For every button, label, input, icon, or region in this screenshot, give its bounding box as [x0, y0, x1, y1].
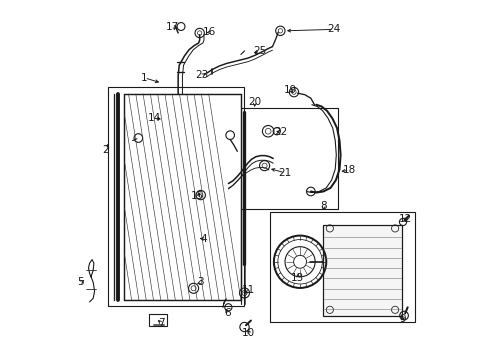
- Text: 20: 20: [247, 97, 261, 107]
- Text: 5: 5: [77, 277, 84, 287]
- Text: 7: 7: [158, 319, 164, 328]
- Text: 9: 9: [398, 314, 405, 324]
- Bar: [108, 87, 244, 306]
- Bar: [224, 108, 337, 209]
- Text: 22: 22: [274, 127, 287, 137]
- Text: 13: 13: [290, 273, 304, 283]
- Text: 23: 23: [195, 70, 208, 80]
- Text: 10: 10: [242, 328, 255, 338]
- Bar: [149, 314, 167, 326]
- Text: 19: 19: [283, 85, 296, 95]
- Bar: [124, 94, 241, 300]
- Text: 21: 21: [278, 168, 291, 178]
- Text: 16: 16: [203, 27, 216, 37]
- Text: 17: 17: [166, 22, 179, 32]
- Text: 6: 6: [224, 309, 230, 318]
- Text: 11: 11: [242, 285, 255, 296]
- Text: 15: 15: [191, 191, 204, 201]
- Text: 14: 14: [148, 113, 161, 123]
- Text: 24: 24: [326, 24, 339, 35]
- Bar: [269, 212, 414, 321]
- Text: 1: 1: [141, 73, 147, 83]
- Text: 2: 2: [102, 144, 109, 154]
- Text: 8: 8: [320, 201, 326, 211]
- Text: 4: 4: [200, 234, 206, 244]
- Text: 3: 3: [197, 277, 203, 287]
- Text: 18: 18: [342, 165, 355, 175]
- Text: 25: 25: [252, 46, 265, 56]
- Bar: [323, 225, 402, 316]
- Text: 12: 12: [398, 214, 412, 224]
